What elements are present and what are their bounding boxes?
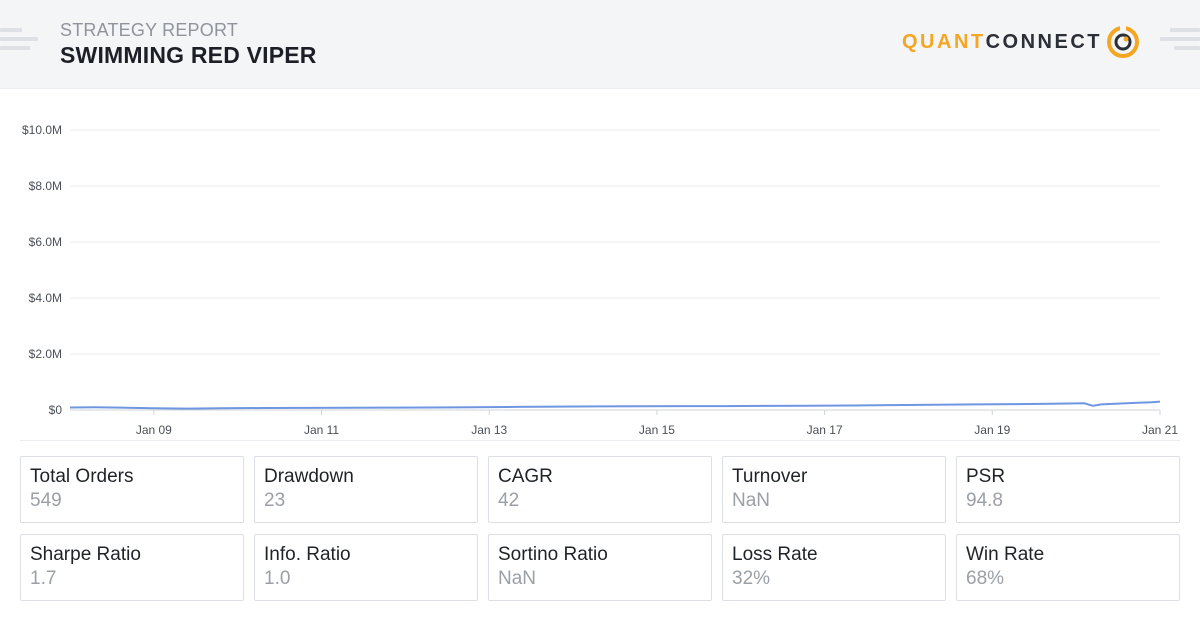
metric-value: 32% [732,568,771,589]
metric-value: 68% [966,568,1005,589]
quantconnect-logo-icon [1107,25,1139,58]
metric-card-sortino-ratio: Sortino Ratio NaN [488,534,712,601]
logo-text-connect: CONNECT [985,30,1102,53]
metric-card-cagr: CAGR 42 [488,456,712,523]
equity-chart: $0 $2.0M $4.0M $6.0M $8.0M $10.0M Jan 09 Jan 11… [22,123,1178,437]
metric-label: Info. Ratio [264,544,351,565]
logo-text-quant: QUANT [902,30,986,53]
metric-card-total-orders: Total Orders 549 [20,456,244,523]
metrics-row-2: Sharpe Ratio 1.7 Info. Ratio 1.0 Sortino… [20,534,1180,601]
metric-value: 1.0 [264,568,291,589]
x-tick-label: Jan 19 [974,423,1010,437]
metric-label: Drawdown [264,466,354,487]
x-tick-label: Jan 17 [807,423,843,437]
metric-card-drawdown: Drawdown 23 [254,456,478,523]
metric-card-info-ratio: Info. Ratio 1.0 [254,534,478,601]
x-tick-label: Jan 11 [304,423,339,437]
metric-label: CAGR [498,466,553,487]
y-tick-label: $10.0M [22,123,62,137]
metric-label: Turnover [732,466,808,487]
y-tick-label: $4.0M [29,291,62,305]
metric-card-loss-rate: Loss Rate 32% [722,534,946,601]
metric-label: Win Rate [966,544,1045,565]
metric-value: 1.7 [30,568,57,589]
report-subtitle: STRATEGY REPORT [60,20,239,40]
y-tick-label: $0 [49,403,63,417]
metric-value: 549 [30,490,62,511]
x-tick-label: Jan 13 [471,423,507,437]
metric-label: PSR [966,466,1006,487]
y-tick-label: $2.0M [29,347,62,361]
metric-value: NaN [498,568,537,589]
metrics-row-1: Total Orders 549 Drawdown 23 CAGR 42 Tur… [20,456,1180,523]
x-tick-label: Jan 21 [1142,423,1178,437]
chart-divider [20,440,1180,441]
metric-label: Total Orders [30,466,134,487]
report-header: STRATEGY REPORT SWIMMING RED VIPER QUANT… [0,0,1200,89]
metric-value: NaN [732,490,771,511]
strategy-title: SWIMMING RED VIPER [60,42,317,68]
metric-label: Sortino Ratio [498,544,608,565]
header-decoration-left [0,28,38,55]
metric-card-psr: PSR 94.8 [956,456,1180,523]
metric-value: 94.8 [966,490,1003,511]
metric-value: 23 [264,490,286,511]
x-tick-label: Jan 15 [639,423,675,437]
metric-label: Loss Rate [732,544,818,565]
metric-value: 42 [498,490,520,511]
metric-label: Sharpe Ratio [30,544,141,565]
x-tick-label: Jan 09 [136,423,172,437]
y-tick-label: $8.0M [29,179,62,193]
metrics-grid: Total Orders 549 Drawdown 23 CAGR 42 Tur… [20,456,1180,612]
metric-card-sharpe-ratio: Sharpe Ratio 1.7 [20,534,244,601]
header-decoration-right [1160,28,1200,55]
quantconnect-logo: QUANT CONNECT [902,24,1140,60]
metric-card-turnover: Turnover NaN [722,456,946,523]
y-tick-label: $6.0M [29,235,62,249]
equity-line [69,400,1161,410]
metric-card-win-rate: Win Rate 68% [956,534,1180,601]
